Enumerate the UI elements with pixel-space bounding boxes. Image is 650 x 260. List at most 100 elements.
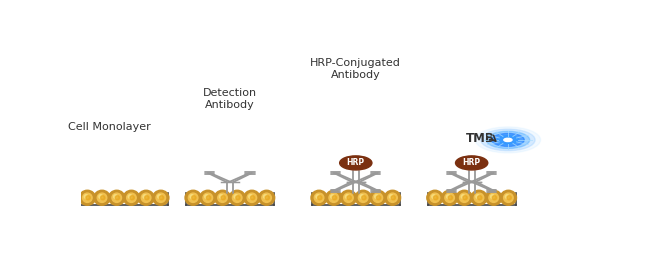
Ellipse shape [341, 190, 357, 205]
Ellipse shape [427, 190, 443, 205]
Ellipse shape [376, 196, 381, 200]
Ellipse shape [474, 193, 484, 203]
Ellipse shape [185, 190, 202, 205]
Ellipse shape [84, 195, 88, 198]
Ellipse shape [311, 190, 327, 205]
Ellipse shape [389, 195, 393, 198]
Ellipse shape [491, 133, 525, 146]
Ellipse shape [445, 193, 454, 203]
Ellipse shape [318, 196, 322, 200]
Ellipse shape [188, 193, 198, 203]
Ellipse shape [432, 195, 436, 198]
Ellipse shape [388, 193, 397, 203]
Ellipse shape [374, 195, 378, 198]
Ellipse shape [447, 195, 450, 198]
Ellipse shape [219, 195, 223, 198]
Ellipse shape [101, 196, 105, 200]
Ellipse shape [98, 193, 107, 203]
Ellipse shape [143, 195, 147, 198]
Ellipse shape [244, 190, 260, 205]
Ellipse shape [83, 193, 92, 203]
Ellipse shape [192, 196, 196, 200]
Ellipse shape [221, 196, 226, 200]
Ellipse shape [476, 195, 480, 198]
Ellipse shape [497, 135, 519, 144]
Ellipse shape [124, 190, 140, 205]
Ellipse shape [315, 193, 324, 203]
Ellipse shape [441, 190, 458, 205]
Ellipse shape [115, 196, 120, 200]
Ellipse shape [373, 193, 383, 203]
Ellipse shape [461, 195, 465, 198]
Ellipse shape [504, 193, 513, 203]
Ellipse shape [492, 196, 497, 200]
Ellipse shape [370, 190, 386, 205]
Ellipse shape [355, 190, 371, 205]
Text: Cell Monolayer: Cell Monolayer [68, 122, 150, 132]
Ellipse shape [345, 195, 349, 198]
Ellipse shape [430, 193, 439, 203]
Ellipse shape [203, 193, 213, 203]
Ellipse shape [236, 196, 240, 200]
Ellipse shape [79, 190, 96, 205]
Ellipse shape [344, 193, 353, 203]
Ellipse shape [491, 195, 495, 198]
Ellipse shape [114, 195, 118, 198]
Ellipse shape [326, 190, 342, 205]
Ellipse shape [86, 196, 90, 200]
Ellipse shape [329, 193, 339, 203]
Ellipse shape [128, 195, 132, 198]
Ellipse shape [141, 193, 151, 203]
Ellipse shape [507, 196, 512, 200]
Ellipse shape [259, 190, 275, 205]
Ellipse shape [112, 193, 122, 203]
Ellipse shape [138, 190, 154, 205]
Ellipse shape [200, 190, 216, 205]
Ellipse shape [205, 195, 209, 198]
Ellipse shape [250, 196, 255, 200]
Ellipse shape [332, 196, 337, 200]
Ellipse shape [127, 193, 136, 203]
Ellipse shape [94, 190, 110, 205]
Ellipse shape [434, 196, 438, 200]
Ellipse shape [486, 190, 502, 205]
Ellipse shape [265, 196, 270, 200]
Ellipse shape [471, 190, 487, 205]
Ellipse shape [158, 195, 161, 198]
Ellipse shape [331, 195, 335, 198]
Ellipse shape [391, 196, 395, 200]
Ellipse shape [500, 190, 517, 205]
Text: HRP: HRP [463, 158, 481, 167]
Ellipse shape [316, 195, 320, 198]
Ellipse shape [145, 196, 149, 200]
Ellipse shape [504, 138, 512, 141]
Text: Detection
Antibody: Detection Antibody [203, 88, 257, 110]
Ellipse shape [460, 193, 469, 203]
Text: TMB: TMB [466, 132, 495, 145]
Ellipse shape [233, 193, 242, 203]
Ellipse shape [486, 131, 530, 148]
Ellipse shape [505, 195, 509, 198]
Ellipse shape [234, 195, 238, 198]
Ellipse shape [262, 193, 271, 203]
Ellipse shape [478, 196, 482, 200]
Ellipse shape [190, 195, 194, 198]
Ellipse shape [263, 195, 267, 198]
Ellipse shape [207, 196, 211, 200]
Ellipse shape [153, 190, 169, 205]
Ellipse shape [218, 193, 227, 203]
Ellipse shape [360, 195, 364, 198]
Ellipse shape [347, 196, 352, 200]
Text: HRP: HRP [346, 158, 365, 167]
Ellipse shape [358, 193, 368, 203]
Ellipse shape [99, 195, 103, 198]
Ellipse shape [384, 190, 400, 205]
Ellipse shape [214, 190, 231, 205]
Ellipse shape [109, 190, 125, 205]
Ellipse shape [362, 196, 366, 200]
Ellipse shape [456, 156, 488, 170]
Ellipse shape [448, 196, 452, 200]
Ellipse shape [156, 193, 166, 203]
Ellipse shape [340, 156, 372, 170]
Ellipse shape [159, 196, 164, 200]
